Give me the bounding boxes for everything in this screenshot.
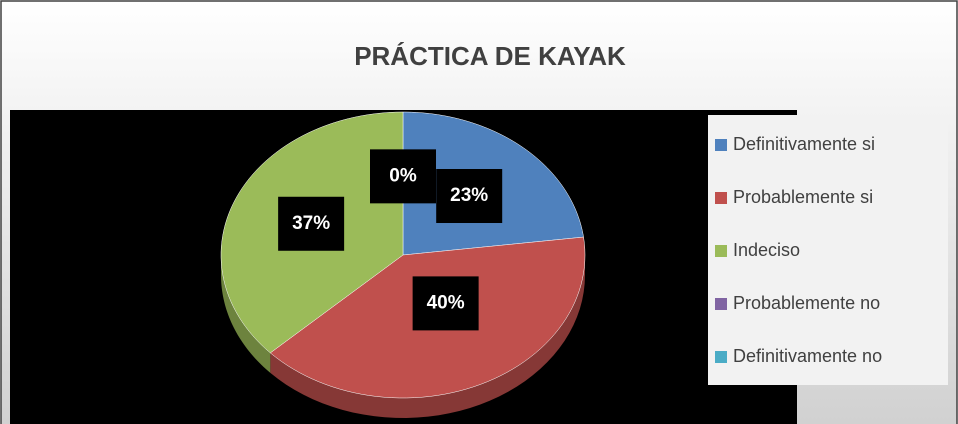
slice-side bbox=[221, 255, 271, 373]
data-label: 23% bbox=[450, 185, 488, 206]
slice-side bbox=[270, 255, 585, 418]
legend-label: Probablemente no bbox=[733, 293, 880, 313]
chart-title: PRÁCTICA DE KAYAK bbox=[354, 41, 626, 71]
data-label-box bbox=[436, 169, 503, 224]
data-label-box bbox=[278, 196, 345, 251]
legend-box bbox=[708, 115, 948, 385]
data-label: 40% bbox=[427, 292, 465, 313]
legend-label: Indeciso bbox=[733, 240, 800, 260]
legend-label: Probablemente si bbox=[733, 187, 873, 207]
legend-swatch bbox=[715, 139, 727, 151]
legend-swatch bbox=[715, 298, 727, 310]
data-label-box bbox=[412, 276, 479, 331]
legend-swatch bbox=[715, 245, 727, 257]
legend-label: Definitivamente si bbox=[733, 134, 875, 154]
data-label-box bbox=[370, 149, 436, 204]
data-label: 0% bbox=[389, 165, 417, 186]
data-label: 37% bbox=[292, 213, 330, 234]
legend-swatch bbox=[715, 192, 727, 204]
legend-swatch bbox=[715, 351, 727, 363]
legend-label: Definitivamente no bbox=[733, 346, 882, 366]
